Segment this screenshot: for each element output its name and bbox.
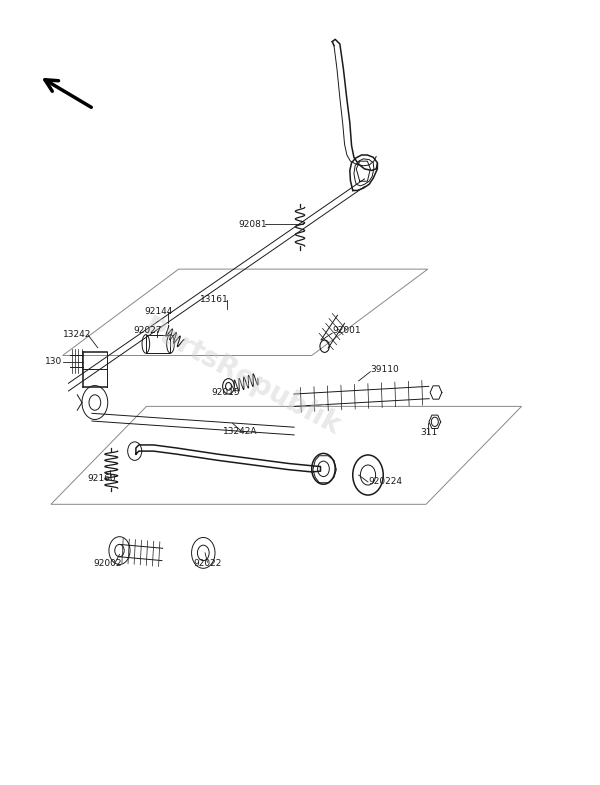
Text: 130: 130 [45,357,62,366]
Text: 92001: 92001 [332,327,361,335]
Text: PartsRepublik: PartsRepublik [138,313,345,441]
Text: 92022: 92022 [193,559,222,568]
Text: 92144: 92144 [145,307,173,316]
Text: 92027: 92027 [133,327,161,335]
Text: 13242A: 13242A [223,426,257,436]
Text: 311: 311 [420,428,437,437]
Text: 13161: 13161 [200,295,229,305]
Text: 92015: 92015 [211,388,239,397]
Text: 92160: 92160 [88,474,116,484]
Text: 13242: 13242 [62,330,91,339]
Text: 920224: 920224 [368,477,402,487]
Text: 39110: 39110 [370,365,399,374]
Text: 92002: 92002 [94,559,122,568]
Text: 92081: 92081 [238,220,267,229]
